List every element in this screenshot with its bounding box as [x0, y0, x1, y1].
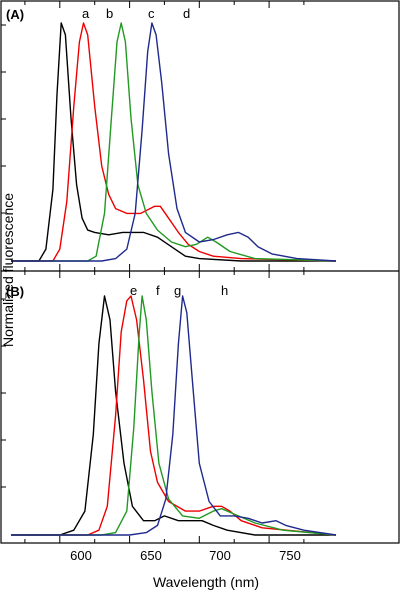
axis-ticks	[1, 1, 305, 543]
peak-label-g: g	[174, 283, 181, 298]
series-line-c	[11, 22, 337, 262]
plot-frame	[0, 0, 400, 544]
series-line-h	[11, 295, 337, 536]
y-axis-title: Normalized fluorescence	[0, 193, 16, 347]
panel-a-curves	[11, 22, 337, 262]
series-line-b	[11, 22, 337, 262]
peak-label-c: c	[148, 6, 155, 21]
x-tick-label-650: 650	[140, 548, 162, 563]
series-line-e	[11, 295, 336, 536]
panel-b-tag: (B)	[6, 284, 24, 299]
peak-label-b: b	[106, 6, 113, 21]
peak-label-d: d	[183, 6, 190, 21]
x-axis-title: Wavelength (nm)	[153, 574, 259, 590]
series-line-g	[11, 295, 337, 536]
peak-label-a: a	[82, 6, 90, 21]
x-tick-label-700: 700	[209, 548, 231, 563]
peak-label-e: e	[130, 283, 137, 298]
series-line-f	[11, 295, 337, 536]
panel-a-tag: (A)	[6, 7, 24, 22]
series-line-a	[11, 22, 336, 262]
x-tick-label-600: 600	[70, 548, 92, 563]
series-line-d	[11, 22, 337, 262]
x-tick-label-750: 750	[279, 548, 301, 563]
panel-b-curves	[11, 295, 337, 536]
peak-label-f: f	[156, 283, 160, 298]
peak-label-h: h	[221, 283, 228, 298]
